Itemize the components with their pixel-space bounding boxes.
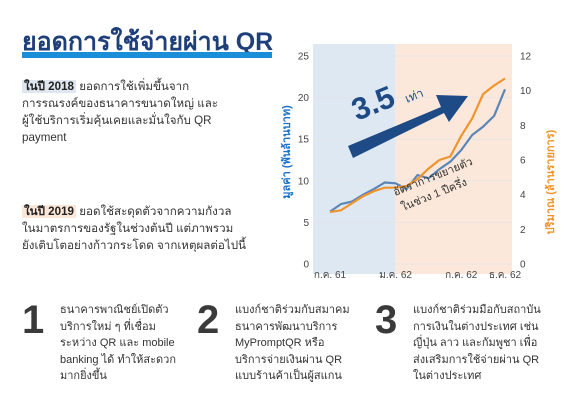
block1-line-3: ผู้ใช้บริการเริ่มคุ้นเคยและมั่นใจกับ QR <box>22 114 212 127</box>
step1-line-1: ธนาคารพาณิชย์เปิดตัว <box>60 304 169 316</box>
step1-line-3: ระหว่าง QR และ mobile <box>60 337 175 349</box>
block1-line-2: การรณรงค์ของธนาคารขนาดใหญ่ และ <box>22 97 219 110</box>
period-regions <box>313 44 512 274</box>
right-tick-label: 6 <box>520 156 526 167</box>
left-tick-label: 25 <box>298 52 310 63</box>
text-block-2018: ในปี 2018 ยอดการใช้เพิ่มขึ้นจาก การรณรงค… <box>22 78 284 146</box>
step-number: 2 <box>197 298 220 342</box>
step2-line-5: แบบร้านค้าเป็นผู้สแกน <box>235 370 342 382</box>
step2-line-2: ธนาคารพัฒนาบริการ <box>235 320 338 333</box>
left-axis-title: มูลค่า (พันล้านบาท) <box>280 105 294 199</box>
step3-line-3: ญี่ปุ่น ลาว และกัมพูชา เพื่อ <box>413 337 538 349</box>
year-2019-label: ในปี 2019 <box>22 205 76 218</box>
right-axis-ticks: 0 2 4 6 8 10 12 <box>520 52 532 271</box>
growth-arrow-shape <box>348 95 468 158</box>
step3-line-2: การเงินในต่างประเทศ เช่น <box>413 320 539 333</box>
right-tick-label: 4 <box>520 190 526 201</box>
step-text: ธนาคารพาณิชย์เปิดตัว บริการใหม่ ๆ ที่เชื… <box>60 302 190 385</box>
step3-line-1: แบงก์ชาติร่วมมือกับสถาบัน <box>413 304 541 316</box>
x-tick-label: ธ.ค. 62 <box>489 270 522 281</box>
gridlines <box>313 55 512 265</box>
step3-line-4: ส่งเสริมการใช้จ่ายผ่าน QR <box>413 353 540 366</box>
left-tick-label: 5 <box>303 218 309 229</box>
step3-line-5: ในต่างประเทศ <box>413 370 482 382</box>
step-text: แบงก์ชาติร่วมกับสมาคม ธนาคารพัฒนาบริการ … <box>235 302 365 385</box>
x-tick-label: ม.ค. 62 <box>379 270 412 281</box>
step1-line-5: มากยิ่งขึ้น <box>60 370 107 382</box>
block1-line-1: ยอดการใช้เพิ่มขึ้นจาก <box>75 80 190 93</box>
year-2018-label: ในปี 2018 <box>22 80 76 93</box>
left-axis-ticks: 0 5 10 15 20 25 <box>298 52 310 271</box>
x-tick-label: ก.ค. 61 <box>314 270 347 281</box>
series-lines <box>329 77 507 214</box>
volume-series-line <box>329 77 506 214</box>
right-tick-label: 2 <box>520 225 526 236</box>
block2-line-2: ในมาตรการของรัฐในช่วงต้นปี แต่ภาพรวม <box>22 222 234 235</box>
growth-multiplier-unit: เท่า <box>403 86 426 106</box>
block2-line-3: ยังเติบโตอย่างก้าวกระโดด จากเหตุผลต่อไปน… <box>22 239 246 252</box>
text-block-2019: ในปี 2019 ยอดใช้สะดุดตัวจากความกังวล ในม… <box>22 203 284 254</box>
step2-line-4: บริการจ่ายเงินผ่าน QR <box>235 353 343 366</box>
step-number: 1 <box>22 298 45 342</box>
page-title: ยอดการใช้จ่ายผ่าน QR <box>22 28 274 56</box>
block1-line-4: payment <box>22 131 67 144</box>
right-tick-label: 0 <box>520 260 526 271</box>
right-tick-label: 12 <box>520 52 532 63</box>
step-text: แบงก์ชาติร่วมมือกับสถาบัน การเงินในต่างป… <box>413 302 563 385</box>
step2-line-1: แบงก์ชาติร่วมกับสมาคม <box>235 304 350 316</box>
x-tick-label: ก.ค. 62 <box>445 270 478 281</box>
block2-line-1: ยอดใช้สะดุดตัวจากความกังวล <box>75 205 232 218</box>
growth-arrow <box>348 95 468 158</box>
title-underline <box>22 52 272 58</box>
left-tick-label: 20 <box>298 93 310 104</box>
right-tick-label: 10 <box>520 86 532 97</box>
region-2018 <box>313 44 396 274</box>
left-tick-label: 15 <box>298 135 310 146</box>
step1-line-4: banking ได้ ทำให้สะดวก <box>60 353 176 366</box>
right-tick-label: 8 <box>520 121 526 132</box>
step-number: 3 <box>375 298 398 342</box>
step1-line-2: บริการใหม่ ๆ ที่เชื่อม <box>60 320 156 333</box>
left-tick-label: 10 <box>298 176 310 187</box>
step2-line-3: MyPromptQR หรือ <box>235 337 325 349</box>
right-axis-title: ปริมาณ (ล้านรายการ) <box>544 129 557 234</box>
left-tick-label: 0 <box>303 260 309 271</box>
x-axis-ticks: ก.ค. 61 ม.ค. 62 ก.ค. 62 ธ.ค. 62 <box>314 270 522 281</box>
value-series-line <box>329 88 507 213</box>
